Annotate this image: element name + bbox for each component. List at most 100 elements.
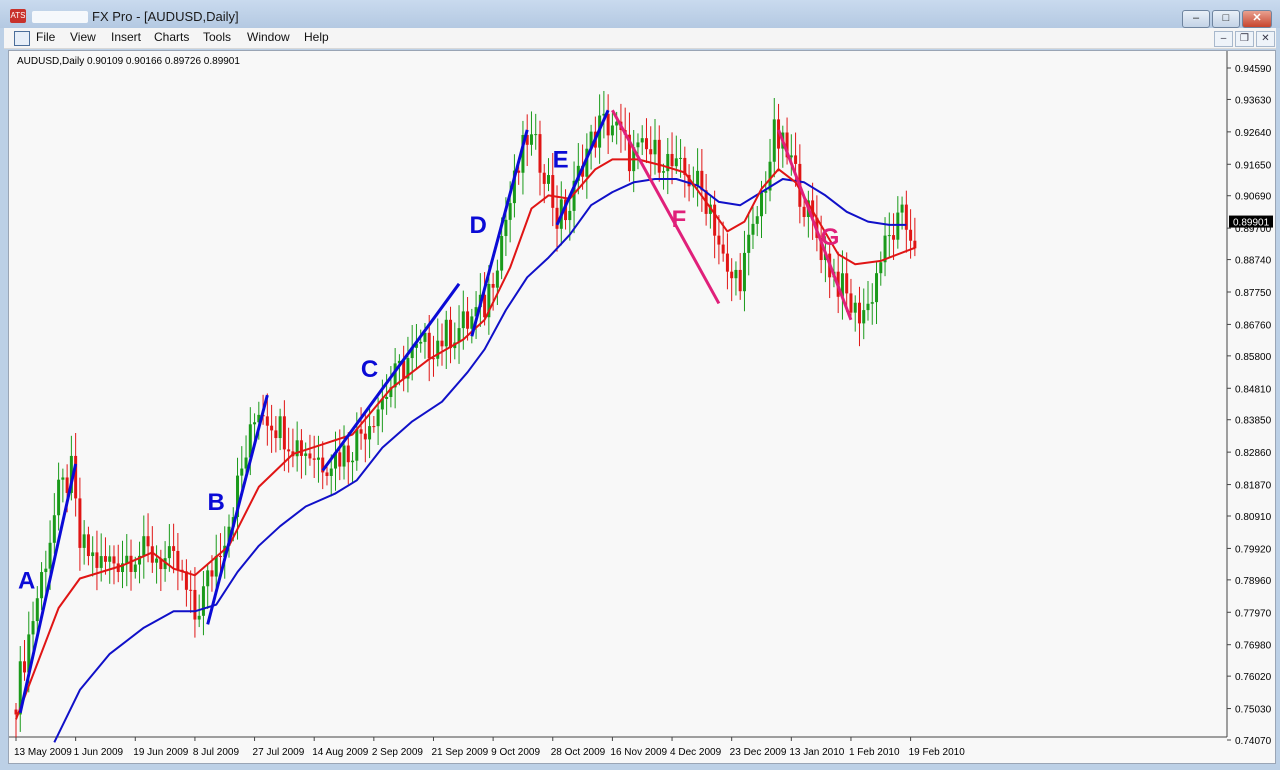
- candle-body-bear: [210, 570, 214, 577]
- minimize-button[interactable]: –: [1182, 10, 1210, 28]
- candle-body-bear: [103, 556, 107, 562]
- candle-body-bull: [887, 235, 891, 237]
- menu-charts[interactable]: Charts: [154, 30, 190, 44]
- chart-header: AUDUSD,Daily 0.90109 0.90166 0.89726 0.8…: [17, 56, 240, 67]
- time-tick-label: 14 Aug 2009: [312, 747, 369, 758]
- wave-label-f: F: [672, 206, 687, 233]
- candle-body-bear: [649, 149, 653, 155]
- candle-body-bull: [108, 556, 112, 562]
- candle-body-bear: [193, 589, 197, 620]
- candle-body-bull: [504, 219, 508, 237]
- candle-body-bear: [440, 340, 444, 347]
- time-tick-label: 19 Jun 2009: [133, 747, 188, 758]
- candle-body-bear: [555, 207, 559, 229]
- chart-window-icon[interactable]: [14, 31, 30, 46]
- menu-tools[interactable]: Tools: [203, 30, 232, 44]
- candle-body-bull: [133, 564, 137, 572]
- candle-body-bear: [725, 253, 729, 272]
- candle-body-bear: [431, 358, 435, 360]
- ma-fast-line: [15, 158, 916, 720]
- candle-body-bull: [470, 316, 474, 329]
- price-tick-label: 0.87750: [1235, 288, 1272, 299]
- maximize-button[interactable]: □: [1212, 10, 1240, 28]
- candle-body-bull: [355, 429, 359, 461]
- mdi-minimize-button[interactable]: –: [1214, 31, 1233, 47]
- candle-body-bull: [585, 148, 589, 177]
- candle-body-bull: [508, 203, 512, 220]
- price-tick-label: 0.88740: [1235, 256, 1272, 267]
- candle-body-bull: [201, 586, 205, 616]
- price-tick-label: 0.81870: [1235, 481, 1272, 492]
- candle-body-bull: [351, 460, 355, 463]
- time-tick-label: 4 Dec 2009: [670, 747, 722, 758]
- mdi-restore-button[interactable]: ❐: [1235, 31, 1254, 47]
- chart-background: [9, 51, 1275, 763]
- candle-body-bear: [427, 332, 431, 359]
- wave-label-c: C: [361, 356, 378, 383]
- candle-body-bear: [172, 546, 176, 551]
- redacted-title-area: [32, 11, 88, 23]
- menu-help[interactable]: Help: [304, 30, 329, 44]
- candle-body-bull: [342, 445, 346, 467]
- candle-body-bear: [713, 204, 717, 236]
- time-tick-label: 27 Jul 2009: [253, 747, 305, 758]
- candle-body-bull: [512, 170, 516, 204]
- candle-body-bull: [142, 536, 146, 556]
- candle-body-bull: [529, 134, 533, 145]
- price-tick-label: 0.76020: [1235, 672, 1272, 683]
- candle-body-bull: [223, 545, 227, 558]
- candle-body-bear: [150, 546, 154, 563]
- candle-body-bull: [380, 398, 384, 410]
- candle-body-bear: [129, 555, 133, 572]
- candle-body-bear: [717, 235, 721, 245]
- menu-insert[interactable]: Insert: [111, 30, 142, 44]
- price-tick-label: 0.86760: [1235, 320, 1272, 331]
- candle-body-bull: [410, 347, 414, 359]
- menu-file[interactable]: File: [36, 30, 56, 44]
- price-tick-label: 0.89700: [1235, 224, 1272, 235]
- candle-body-bear: [176, 550, 180, 570]
- candle-body-bull: [278, 416, 282, 439]
- candle-body-bear: [581, 165, 585, 177]
- candle-body-bear: [274, 430, 278, 439]
- close-button[interactable]: ✕: [1242, 10, 1272, 28]
- candle-body-bear: [325, 472, 329, 476]
- candle-body-bear: [657, 139, 661, 173]
- menu-view[interactable]: View: [70, 30, 96, 44]
- candle-body-bear: [857, 302, 861, 324]
- time-tick-label: 13 Jan 2010: [789, 747, 844, 758]
- chart-area[interactable]: 0.94590 0.93630 0.92640 0.91650 0.90690 0.897…: [8, 50, 1276, 764]
- candle-body-bear: [146, 536, 150, 547]
- candle-body-bull: [521, 134, 525, 173]
- price-tick-label: 0.85800: [1235, 352, 1272, 363]
- candle-body-bear: [282, 416, 286, 450]
- candle-body-bear: [270, 425, 274, 431]
- candle-body-bull: [121, 563, 124, 573]
- candle-body-bull: [755, 216, 759, 224]
- candle-body-bull: [329, 468, 333, 476]
- candle-body-bull: [48, 542, 52, 569]
- candle-body-bull: [244, 457, 248, 469]
- candle-body-bull: [31, 621, 35, 635]
- wave-line-d: [470, 129, 529, 337]
- candle-body-bull: [257, 414, 261, 423]
- candle-body-bull: [789, 155, 793, 158]
- price-tick-label: 0.79920: [1235, 544, 1272, 555]
- wave-annotations: A B C D E F G: [18, 109, 853, 714]
- menu-window[interactable]: Window: [247, 30, 290, 44]
- candle-body-bull: [487, 283, 491, 318]
- price-tick-label: 0.90690: [1235, 192, 1272, 203]
- candle-body-bull: [653, 139, 657, 155]
- candle-body-bull: [534, 134, 538, 136]
- app-logo-icon[interactable]: ATS: [10, 9, 26, 23]
- candle-body-bull: [883, 235, 887, 263]
- candle-body-bull: [866, 303, 870, 311]
- time-tick-label: 8 Jul 2009: [193, 747, 240, 758]
- time-tick-label: 23 Dec 2009: [730, 747, 787, 758]
- price-chart[interactable]: 0.94590 0.93630 0.92640 0.91650 0.90690 0.897…: [9, 51, 1275, 763]
- candle-body-bull: [61, 477, 65, 480]
- candle-body-bear: [159, 558, 163, 570]
- mdi-close-button[interactable]: ✕: [1256, 31, 1275, 47]
- title-bar[interactable]: ATS FX Pro - [AUDUSD,Daily] – □ ✕: [0, 0, 1280, 28]
- candle-body-bear: [491, 283, 495, 288]
